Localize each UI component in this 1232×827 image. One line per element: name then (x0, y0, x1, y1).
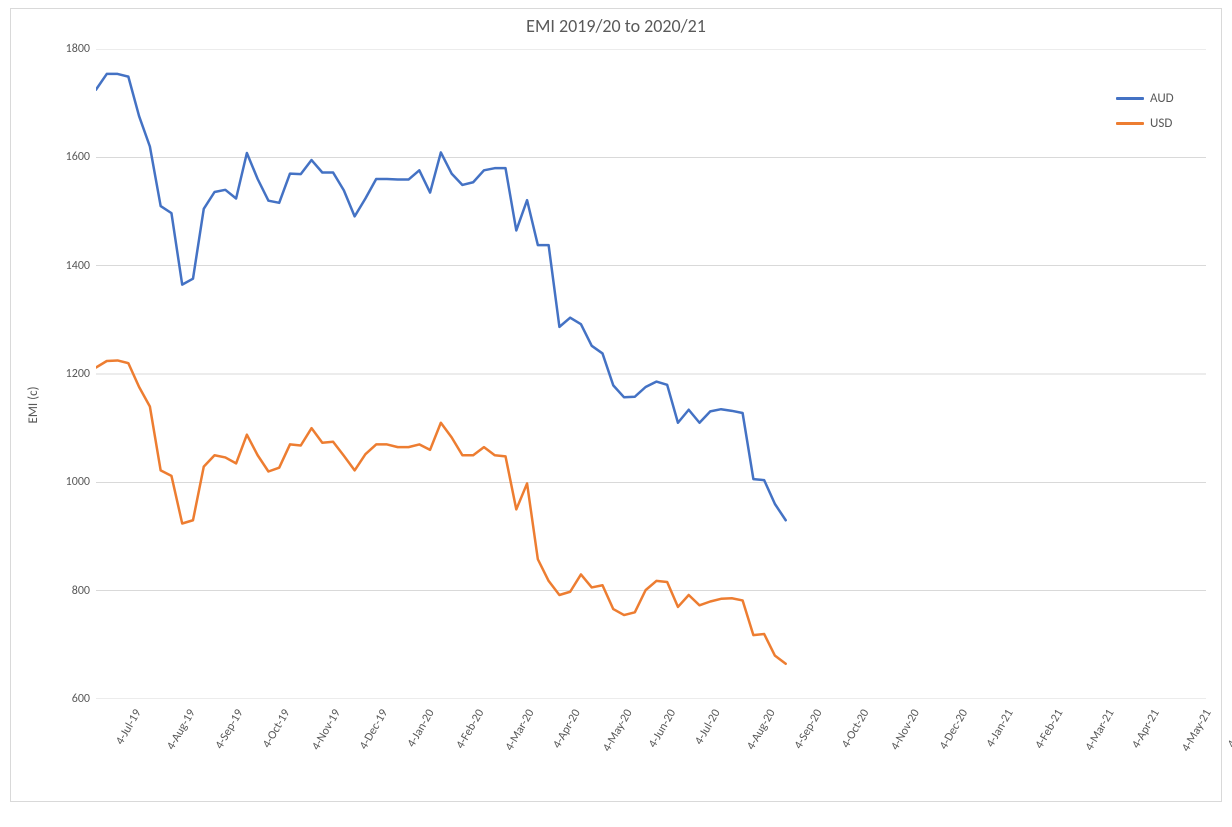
legend-swatch (1116, 97, 1144, 100)
x-tick-label: 4-May-21 (1179, 707, 1214, 754)
legend-label: USD (1150, 116, 1172, 131)
y-tick-label: 1800 (66, 42, 90, 56)
y-tick-label: 600 (72, 692, 90, 706)
y-tick-label: 1600 (66, 150, 90, 164)
x-tick-label: 4-Jun-21 (1225, 707, 1232, 750)
x-tick-label: 4-May-20 (600, 707, 635, 754)
x-tick-label: 4-Mar-20 (503, 707, 538, 753)
y-tick-label: 1200 (66, 367, 90, 381)
x-tick-label: 4-Jun-20 (646, 707, 679, 750)
x-tick-label: 4-Jan-20 (404, 707, 437, 750)
x-tick-label: 4-Jul-20 (693, 707, 724, 747)
y-tick-label: 1000 (66, 475, 90, 489)
x-tick-label: 4-Sep-20 (792, 707, 826, 752)
legend: AUD USD (1116, 91, 1174, 141)
x-tick-label: 4-Jan-21 (984, 707, 1017, 750)
legend-item-usd: USD (1116, 116, 1174, 131)
y-tick-label: 1400 (66, 259, 90, 273)
legend-swatch (1116, 122, 1144, 125)
x-tick-label: 4-Apr-20 (550, 707, 583, 751)
x-tick-label: 4-Nov-20 (889, 707, 924, 753)
plot-area (96, 49, 1206, 699)
x-tick-label: 4-Mar-21 (1082, 707, 1117, 753)
x-tick-label: 4-Oct-20 (839, 707, 872, 751)
x-tick-label: 4-Feb-21 (1033, 707, 1067, 751)
x-tick-label: 4-Oct-19 (260, 707, 293, 751)
x-tick-label: 4-Aug-20 (744, 707, 778, 753)
x-tick-label: 4-Nov-19 (309, 707, 344, 753)
plot-svg (96, 49, 1206, 699)
y-tick-labels: 60080010001200140016001800 (11, 49, 96, 699)
chart-container: EMI 2019/20 to 2020/21 EMI (c) 600800100… (10, 8, 1222, 802)
legend-item-aud: AUD (1116, 91, 1174, 106)
x-tick-label: 4-Dec-20 (937, 707, 971, 752)
x-tick-label: 4-Sep-19 (212, 707, 246, 752)
x-tick-label: 4-Apr-21 (1129, 707, 1162, 751)
x-tick-label: 4-Jul-19 (113, 707, 144, 747)
x-tick-labels: 4-Jul-19 4-Aug-19 4-Sep-19 4-Oct-19 4-Nov-19… (96, 707, 1206, 827)
x-tick-label: 4-Feb-20 (454, 707, 488, 751)
chart-title: EMI 2019/20 to 2020/21 (11, 15, 1221, 37)
x-tick-label: 4-Dec-19 (357, 707, 391, 752)
legend-label: AUD (1150, 91, 1174, 106)
y-tick-label: 800 (72, 584, 90, 598)
x-tick-label: 4-Aug-19 (165, 707, 199, 753)
